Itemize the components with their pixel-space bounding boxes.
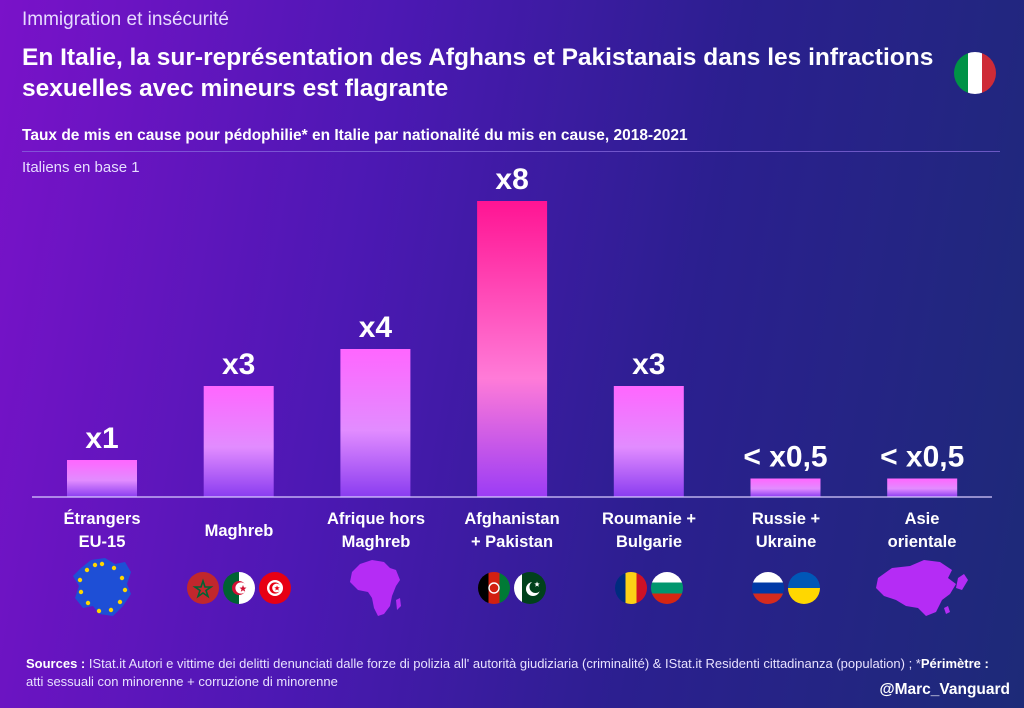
author-handle: @Marc_Vanguard [879,681,1010,698]
value-label-7: < x0,5 [880,441,964,474]
base-note: Italiens en base 1 [22,159,140,176]
maghreb-flags [169,558,309,618]
value-label-3: x4 [359,311,393,344]
bar-7 [887,478,958,497]
bar-4 [477,201,548,497]
chart-title: En Italie, la sur-représentation des Afg… [22,44,934,102]
morocco-flag-icon [187,572,219,604]
italy-flag-icon [954,52,996,94]
category-label-maghreb: Maghreb [204,522,274,540]
value-label-6: < x0,5 [743,441,827,474]
bulgaria-flag-icon [651,572,683,604]
category-label-russie-ukraine: Russie + Ukraine [751,510,821,551]
romania-bulgaria-flags [579,558,719,618]
value-label-2: x3 [222,348,255,381]
category-label-roumanie-bulgarie: Roumanie + Bulgarie [602,510,696,551]
algeria-flag-icon [223,572,255,604]
bar-1 [67,460,137,497]
tunisia-flag-icon [259,572,291,604]
value-label-1: x1 [85,422,118,455]
romania-flag-icon [615,572,647,604]
value-label-4: x8 [495,163,528,196]
bar-2 [203,386,274,497]
afghanistan-pakistan-flags [442,558,582,618]
sources-note: Sources : IStat.it Autori e vittime dei … [26,656,989,689]
ukraine-flag-icon [788,572,820,604]
category-label-asie-orientale: Asie orientale [887,510,957,551]
category-label-etrangers-eu15: Étrangers EU-15 [63,510,141,551]
category-label-afrique-hors-maghreb: Afrique hors Maghreb [326,510,426,551]
bar-6 [750,478,821,497]
africa-map-icon [306,558,446,618]
category-label-afghanistan-pakistan: Afghanistan + Pakistan [464,510,560,551]
chart-subtitle: Taux de mis en cause pour pédophilie* en… [22,127,688,144]
russia-ukraine-flags [716,558,856,618]
russia-flag-icon [752,572,784,604]
bar-3 [340,349,411,497]
kicker: Immigration et insécurité [22,9,229,30]
divider [22,151,1000,152]
east-asia-map-icon [852,558,992,618]
bar-5 [613,386,684,497]
value-label-5: x3 [632,348,665,381]
afghanistan-flag-icon [478,572,510,604]
pakistan-flag-icon [514,572,546,604]
eu-map-icon [32,558,172,618]
